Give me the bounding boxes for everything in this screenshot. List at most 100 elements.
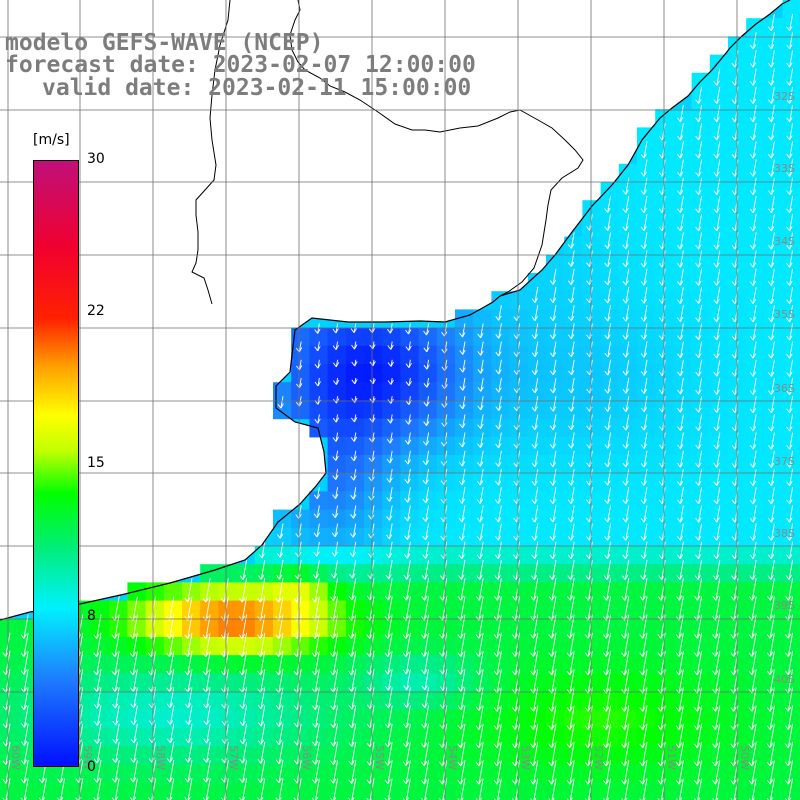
wind-cell [637, 509, 656, 529]
wind-arrow [312, 559, 320, 579]
wind-arrow [621, 632, 630, 657]
wind-cell [655, 600, 674, 620]
wind-arrow [768, 32, 775, 50]
wind-cell [691, 564, 711, 583]
wind-arrow [768, 214, 775, 232]
wind-cell [728, 182, 747, 201]
wind-arrow [786, 177, 794, 195]
wind-arrow [166, 687, 175, 709]
wind-cell [364, 527, 383, 547]
wind-arrow [511, 760, 521, 785]
wind-cell [418, 509, 438, 529]
wind-cell [527, 782, 547, 800]
wind-cell [455, 709, 474, 729]
wind-arrow [566, 614, 575, 639]
wind-cell [764, 673, 784, 693]
wind-arrow [713, 177, 721, 195]
wind-cell [291, 400, 310, 420]
wind-arrow [712, 578, 721, 601]
wind-cell [327, 782, 347, 800]
wind-arrow [530, 723, 539, 749]
wind-arrow [457, 760, 466, 785]
wind-cell [18, 764, 37, 784]
wind-cell [491, 600, 511, 620]
wind-cell [709, 637, 729, 656]
wind-cell [400, 655, 420, 674]
wind-cell [455, 327, 474, 347]
wind-cell [546, 564, 565, 583]
wind-cell [728, 582, 747, 602]
wind-arrow [511, 741, 521, 767]
wind-arrow [568, 396, 575, 412]
wind-cell [746, 746, 765, 765]
wind-arrow [694, 578, 703, 601]
wind-arrow [493, 650, 502, 676]
wind-cell [782, 637, 800, 656]
wind-cell [709, 764, 729, 784]
wind-cell [364, 418, 383, 438]
wind-cell [527, 364, 547, 383]
wind-cell [327, 728, 347, 747]
wind-cell [436, 455, 456, 474]
wind-arrow [495, 450, 502, 467]
wind-cell [527, 709, 547, 729]
wind-arrow [695, 195, 703, 214]
wind-cell [473, 491, 492, 511]
wind-arrow [622, 305, 630, 322]
wind-cell [746, 18, 765, 37]
wind-arrow [749, 214, 757, 232]
wind-arrow [693, 778, 703, 800]
wind-cell [327, 418, 347, 438]
wind-arrow [568, 377, 575, 394]
wind-cell [691, 309, 711, 329]
wind-arrow [749, 268, 757, 286]
wind-cell [600, 673, 620, 693]
wind-arrow [712, 650, 721, 676]
wind-arrow [548, 778, 557, 800]
wind-arrow [549, 559, 557, 580]
wind-cell [618, 527, 638, 547]
wind-cell [746, 418, 765, 438]
wind-arrow [459, 377, 466, 391]
wind-arrow [421, 559, 430, 580]
wind-cell [127, 709, 147, 729]
colorbar-tick-15: 15 [87, 455, 105, 471]
wind-cell [491, 691, 511, 711]
wind-arrow [695, 341, 703, 359]
wind-cell [618, 254, 638, 274]
wind-arrow [584, 778, 593, 800]
wind-cell [709, 182, 729, 201]
wind-cell [655, 109, 674, 128]
wind-arrow [111, 760, 120, 783]
wind-cell [673, 400, 693, 420]
wind-arrow [677, 214, 684, 232]
wind-cell [655, 309, 674, 329]
wind-arrow [567, 505, 575, 523]
wind-arrow [622, 487, 630, 505]
wind-arrow [622, 359, 630, 376]
wind-cell [764, 455, 784, 474]
wind-cell [618, 218, 638, 238]
wind-cell [491, 673, 511, 693]
wind-cell [673, 637, 693, 656]
wind-cell [709, 455, 729, 474]
wind-arrow [640, 177, 648, 195]
wind-cell [746, 309, 765, 329]
wind-arrow [548, 578, 557, 601]
wind-arrow [421, 687, 430, 708]
title-valid-date: valid date: 2023-02-11 15:00:00 [42, 75, 472, 101]
wind-cell [182, 709, 201, 729]
wind-cell [145, 637, 165, 656]
wind-cell [509, 345, 529, 365]
wind-cell [273, 673, 292, 693]
wind-arrow [423, 414, 430, 426]
wind-cell [491, 291, 511, 310]
wind-arrow [676, 541, 684, 560]
wind-arrow [566, 596, 575, 621]
wind-cell [527, 345, 547, 365]
wind-arrow [351, 377, 358, 385]
wind-cell [291, 527, 310, 547]
wind-arrow [477, 396, 484, 411]
wind-cell [382, 491, 401, 511]
wind-cell [327, 637, 347, 656]
